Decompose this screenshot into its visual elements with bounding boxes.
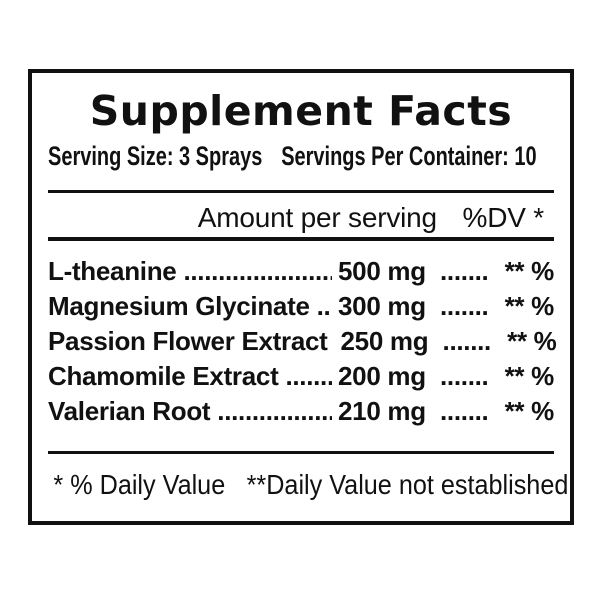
- serving-info-line: Serving Size: 3 Sprays Servings Per Cont…: [48, 139, 537, 173]
- dv-column-label: %DV *: [462, 202, 545, 233]
- dots-text: ........................................…: [183, 256, 332, 286]
- dot-leader-short: .......: [440, 394, 490, 429]
- ingredient-name: Magnesium Glycinate: [48, 291, 310, 321]
- divider-footer: [48, 451, 554, 454]
- dots-text: ........................................…: [285, 361, 332, 391]
- ingredient-name: L-theanine: [48, 256, 177, 286]
- ingredient-dv: ** %: [507, 326, 557, 356]
- amount-per-serving-label: Amount per serving: [197, 202, 437, 233]
- dot-leader-short: .......: [440, 289, 490, 324]
- dot-leader: ........................................…: [285, 359, 332, 394]
- ingredient-amount: 250 mg: [340, 326, 429, 356]
- ingredient-name: Chamomile Extract: [48, 361, 279, 391]
- dot-leader: ........................................…: [317, 289, 332, 324]
- divider-top: [48, 190, 554, 193]
- ingredient-amount: 300 mg: [338, 291, 426, 321]
- panel-title: Supplement Facts: [89, 87, 513, 135]
- dot-leader: ........................................…: [217, 394, 332, 429]
- not-established-note: **Daily Value not established: [246, 469, 569, 500]
- ingredient-dv: ** %: [504, 361, 555, 391]
- serving-size-label: Serving Size: 3 Sprays: [48, 141, 263, 171]
- dots-text: ........................................…: [217, 396, 332, 426]
- daily-value-note: * % Daily Value: [53, 469, 226, 500]
- column-header: Amount per serving %DV *: [48, 199, 554, 237]
- ingredient-name: Passion Flower Extract: [48, 326, 328, 356]
- dots-text: .......: [442, 326, 492, 356]
- dot-leader-short: .......: [440, 254, 490, 289]
- ingredient-name: Valerian Root: [48, 396, 211, 426]
- dots-text: .......: [440, 291, 489, 321]
- supplement-facts-panel: Supplement Facts Serving Size: 3 Sprays …: [28, 69, 574, 525]
- ingredient-dv: ** %: [504, 291, 555, 321]
- dots-text: ........................................…: [316, 291, 332, 321]
- dots-text: .......: [440, 361, 489, 391]
- dot-leader: ........................................…: [183, 254, 332, 289]
- dots-text: .......: [440, 396, 489, 426]
- ingredient-row: Chamomile Extract ......................…: [48, 359, 554, 394]
- ingredient-amount: 500 mg: [338, 256, 426, 286]
- ingredient-amount: 200 mg: [338, 361, 426, 391]
- footnote-line: * % Daily Value **Daily Value not establ…: [48, 467, 568, 503]
- ingredient-row: Passion Flower Extract .................…: [48, 324, 557, 359]
- ingredient-amount: 210 mg: [338, 396, 426, 426]
- divider-header: [48, 237, 554, 241]
- dot-leader-short: .......: [440, 359, 490, 394]
- servings-per-container-label: Servings Per Container: 10: [281, 141, 537, 171]
- ingredient-row: L-theanine .............................…: [48, 254, 554, 289]
- ingredient-dv: ** %: [504, 396, 555, 426]
- ingredient-list: L-theanine .............................…: [48, 254, 557, 429]
- ingredient-dv: ** %: [504, 256, 555, 286]
- dots-text: .......: [440, 256, 489, 286]
- ingredient-row: Valerian Root ..........................…: [48, 394, 554, 429]
- ingredient-row: Magnesium Glycinate ....................…: [48, 289, 554, 324]
- dot-leader-short: .......: [443, 324, 493, 359]
